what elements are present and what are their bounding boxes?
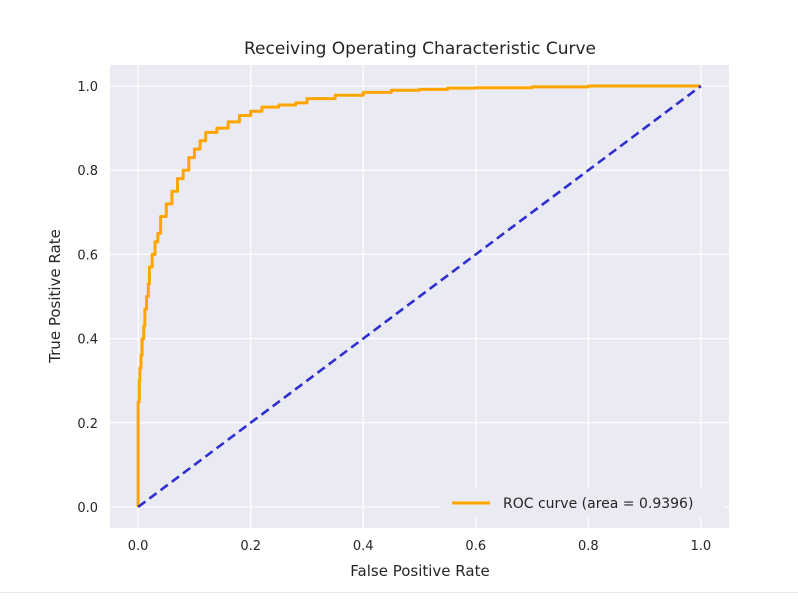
x-tick-labels: 0.0 0.2 0.4 0.6 0.8 1.0: [128, 539, 711, 554]
x-tick-label: 0.6: [465, 539, 486, 554]
legend-box: [440, 488, 723, 518]
y-tick-label: 0.8: [77, 164, 98, 179]
roc-curve-line: [136, 84, 701, 507]
y-tick-label: 0.6: [77, 248, 98, 263]
y-tick-label: 0.4: [77, 333, 98, 348]
y-tick-label: 0.2: [77, 417, 98, 432]
y-tick-label: 0.0: [77, 501, 98, 516]
x-tick-label: 0.2: [240, 539, 261, 554]
legend-label-roc: ROC curve (area = 0.9396): [503, 496, 693, 512]
x-tick-label: 1.0: [691, 539, 712, 554]
y-tick-label: 1.0: [77, 80, 98, 95]
x-tick-label: 0.0: [128, 539, 149, 554]
x-tick-label: 0.8: [578, 539, 599, 554]
series-layer: [136, 84, 702, 508]
grid-lines: [110, 65, 729, 528]
chart-title: Receiving Operating Characteristic Curve: [244, 39, 596, 59]
y-axis-label: True Positive Rate: [46, 229, 64, 364]
x-tick-label: 0.4: [353, 539, 374, 554]
diagonal-reference-line: [137, 85, 702, 508]
x-axis-label: False Positive Rate: [350, 562, 489, 580]
bottom-divider: [0, 592, 798, 593]
legend: ROC curve (area = 0.9396): [440, 488, 723, 518]
y-tick-labels: 0.0 0.2 0.4 0.6 0.8 1.0: [77, 80, 98, 516]
